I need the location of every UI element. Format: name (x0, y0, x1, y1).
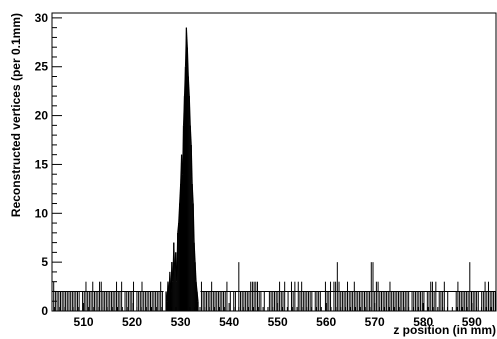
peak-step (185, 27, 188, 48)
y-tick-label: 10 (35, 206, 49, 220)
peak-step (191, 183, 194, 204)
x-tick-label: 520 (122, 315, 142, 329)
y-axis-title: Reconstructed vertices (per 0.1mm) (9, 13, 23, 217)
histogram-bars (52, 27, 496, 311)
peak-step (194, 262, 197, 282)
peak-step (188, 96, 191, 126)
peak-step (196, 291, 199, 302)
y-tick-label: 15 (35, 157, 49, 171)
y-tick-label: 30 (35, 11, 49, 25)
x-tick-label: 550 (268, 315, 288, 329)
y-tick-label: 25 (35, 60, 49, 74)
peak-step (190, 144, 193, 184)
x-axis: 510 520 530 540 550 560 570 580 590 (53, 303, 497, 329)
peak-step (192, 203, 195, 243)
x-tick-label: 570 (365, 315, 385, 329)
peak-step (189, 125, 192, 145)
peak-step (195, 281, 198, 292)
y-tick-label: 20 (35, 109, 49, 123)
x-tick-label: 530 (171, 315, 191, 329)
peak-step (193, 242, 196, 263)
y-tick-label: 0 (41, 304, 48, 318)
x-axis-title: z position (in mm) (393, 323, 496, 337)
x-tick-label: 580 (413, 315, 433, 329)
peak-step (187, 76, 190, 97)
x-tick-label: 560 (316, 315, 336, 329)
plot-frame (51, 12, 497, 312)
y-tick-label: 5 (41, 255, 48, 269)
x-tick-label: 540 (219, 315, 239, 329)
y-axis: 0 5 10 15 20 25 30 (35, 11, 62, 318)
x-tick-label: 590 (462, 315, 482, 329)
x-tick-label: 510 (74, 315, 94, 329)
peak-step (186, 47, 189, 77)
